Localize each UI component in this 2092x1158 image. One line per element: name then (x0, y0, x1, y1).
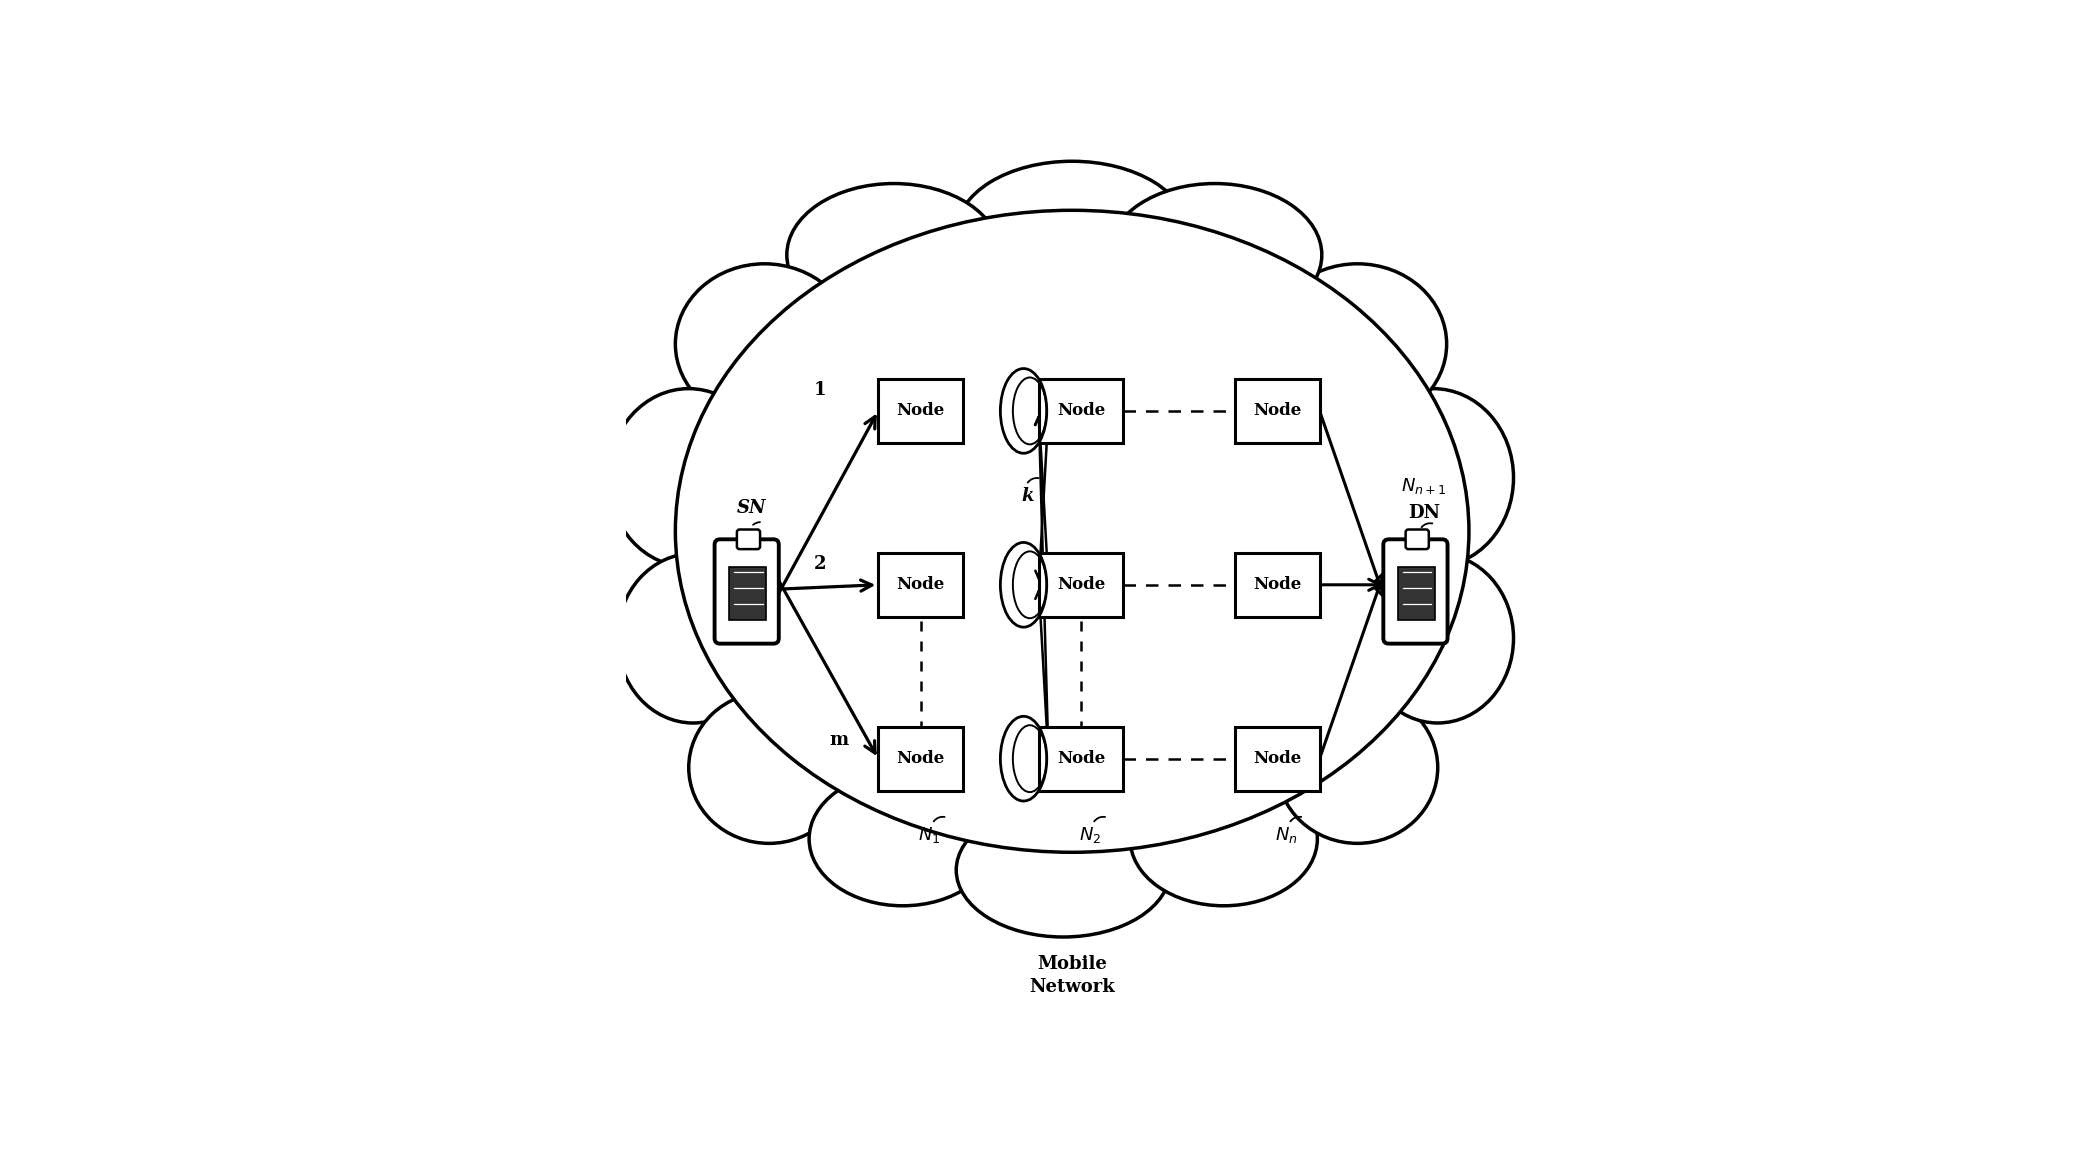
Text: m: m (828, 732, 847, 749)
FancyBboxPatch shape (728, 567, 766, 621)
Text: Node: Node (1253, 403, 1301, 419)
Ellipse shape (1130, 772, 1318, 906)
FancyBboxPatch shape (1040, 552, 1123, 617)
FancyBboxPatch shape (1406, 529, 1429, 549)
Text: SN: SN (736, 499, 766, 518)
Text: k: k (1021, 488, 1033, 505)
Text: Node: Node (1253, 750, 1301, 767)
FancyBboxPatch shape (736, 529, 759, 549)
Ellipse shape (688, 691, 849, 843)
FancyBboxPatch shape (1040, 726, 1123, 791)
FancyBboxPatch shape (715, 540, 778, 644)
FancyBboxPatch shape (1040, 379, 1123, 444)
Text: Node: Node (1253, 577, 1301, 593)
Text: Node: Node (1056, 403, 1105, 419)
FancyBboxPatch shape (879, 726, 962, 791)
Text: Node: Node (1056, 577, 1105, 593)
Ellipse shape (810, 772, 996, 906)
Text: Node: Node (897, 577, 946, 593)
Ellipse shape (956, 161, 1188, 303)
FancyBboxPatch shape (1234, 379, 1320, 444)
Ellipse shape (609, 389, 770, 567)
Ellipse shape (1362, 554, 1513, 723)
FancyBboxPatch shape (879, 379, 962, 444)
Text: Node: Node (897, 750, 946, 767)
FancyBboxPatch shape (1397, 567, 1435, 621)
Ellipse shape (787, 184, 1000, 327)
Text: $N_2$: $N_2$ (1079, 824, 1100, 845)
Ellipse shape (1278, 691, 1437, 843)
FancyBboxPatch shape (1383, 540, 1448, 644)
Text: 1: 1 (814, 381, 826, 398)
Text: 2: 2 (814, 555, 826, 573)
FancyBboxPatch shape (1234, 552, 1320, 617)
Text: DN: DN (1408, 504, 1441, 522)
Ellipse shape (676, 211, 1469, 852)
FancyBboxPatch shape (879, 552, 962, 617)
Text: $N_{n+1}$: $N_{n+1}$ (1402, 476, 1448, 496)
Ellipse shape (1268, 264, 1448, 424)
Text: $N_n$: $N_n$ (1274, 824, 1297, 845)
Ellipse shape (956, 804, 1169, 937)
FancyBboxPatch shape (1234, 726, 1320, 791)
Text: Node: Node (1056, 750, 1105, 767)
Ellipse shape (1354, 389, 1513, 567)
Text: Mobile
Network: Mobile Network (1029, 954, 1115, 996)
Ellipse shape (676, 264, 854, 424)
Text: Node: Node (897, 403, 946, 419)
Ellipse shape (617, 554, 770, 723)
Text: $N_1$: $N_1$ (918, 824, 941, 845)
Ellipse shape (1109, 184, 1322, 327)
